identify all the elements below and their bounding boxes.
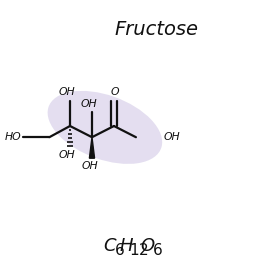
Text: $\mathit{C}$: $\mathit{C}$ — [103, 237, 117, 255]
Text: $\mathit{6}$: $\mathit{6}$ — [152, 242, 162, 258]
Text: OH: OH — [82, 161, 98, 171]
Text: O: O — [110, 87, 119, 97]
Text: Fructose: Fructose — [115, 20, 199, 39]
Text: $\mathit{H}$: $\mathit{H}$ — [119, 237, 134, 255]
Text: OH: OH — [58, 87, 75, 97]
Text: $\mathit{6}$: $\mathit{6}$ — [114, 242, 125, 258]
Polygon shape — [89, 137, 95, 158]
Text: $\mathit{12}$: $\mathit{12}$ — [129, 242, 148, 258]
Text: OH: OH — [81, 99, 97, 109]
Text: $\mathit{O}$: $\mathit{O}$ — [140, 237, 155, 255]
Text: OH: OH — [163, 132, 180, 142]
Text: OH: OH — [58, 150, 75, 160]
Text: HO: HO — [4, 132, 21, 142]
Ellipse shape — [48, 91, 162, 164]
